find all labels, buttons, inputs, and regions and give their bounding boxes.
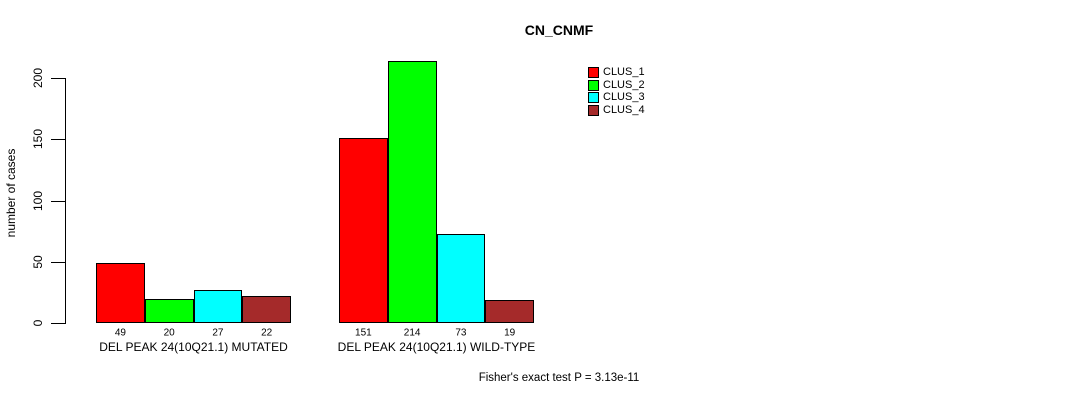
y-axis-tick-label: 150 bbox=[31, 129, 45, 150]
bar-value-label: 73 bbox=[455, 327, 467, 339]
legend-item: CLUS_3 bbox=[588, 91, 645, 104]
chart-title: CN_CNMF bbox=[524, 22, 594, 38]
legend-label: CLUS_2 bbox=[603, 78, 645, 91]
bar bbox=[436, 233, 486, 323]
legend-item: CLUS_1 bbox=[588, 66, 645, 79]
y-axis-tick bbox=[51, 200, 65, 202]
y-axis-tick bbox=[51, 323, 65, 324]
legend-swatch bbox=[588, 104, 599, 116]
y-axis-tick-label: 200 bbox=[31, 68, 45, 89]
y-axis-tick bbox=[51, 78, 65, 80]
bar-value-label: 27 bbox=[212, 327, 224, 339]
bar bbox=[144, 298, 194, 323]
bar bbox=[485, 299, 534, 323]
y-axis-tick bbox=[51, 261, 65, 263]
legend-swatch bbox=[588, 92, 599, 104]
legend-label: CLUS_1 bbox=[603, 65, 645, 78]
legend-swatch bbox=[588, 66, 599, 78]
y-axis-tick bbox=[51, 139, 65, 141]
bar-value-label: 49 bbox=[114, 327, 126, 339]
y-axis-tick-label: 100 bbox=[31, 190, 45, 211]
bar bbox=[96, 263, 145, 323]
bar bbox=[387, 61, 437, 323]
x-axis-category-label: DEL PEAK 24(10Q21.1) WILD-TYPE bbox=[337, 340, 536, 354]
legend-item: CLUS_4 bbox=[588, 104, 645, 117]
y-axis-line bbox=[65, 78, 66, 324]
x-axis-category-label: DEL PEAK 24(10Q21.1) MUTATED bbox=[99, 340, 288, 354]
bar-value-label: 20 bbox=[163, 327, 175, 339]
bar bbox=[242, 296, 291, 323]
y-axis-label: number of cases bbox=[4, 148, 18, 238]
legend-swatch bbox=[588, 79, 599, 91]
y-axis-tick-label: 0 bbox=[31, 319, 45, 327]
bar-value-label: 214 bbox=[403, 327, 421, 339]
legend: CLUS_1 CLUS_2 CLUS_3 CLUS_4 bbox=[588, 66, 645, 117]
legend-label: CLUS_4 bbox=[603, 103, 645, 116]
legend-item: CLUS_2 bbox=[588, 79, 645, 92]
bar bbox=[339, 138, 388, 323]
bar bbox=[193, 289, 243, 323]
annotation-text: Fisher's exact test P = 3.13e-11 bbox=[478, 372, 640, 384]
legend-label: CLUS_3 bbox=[603, 91, 645, 104]
y-axis-tick-label: 50 bbox=[31, 255, 45, 269]
bar-value-label: 22 bbox=[261, 327, 273, 339]
bar-value-label: 151 bbox=[355, 327, 372, 339]
bar-value-label: 19 bbox=[504, 327, 516, 339]
